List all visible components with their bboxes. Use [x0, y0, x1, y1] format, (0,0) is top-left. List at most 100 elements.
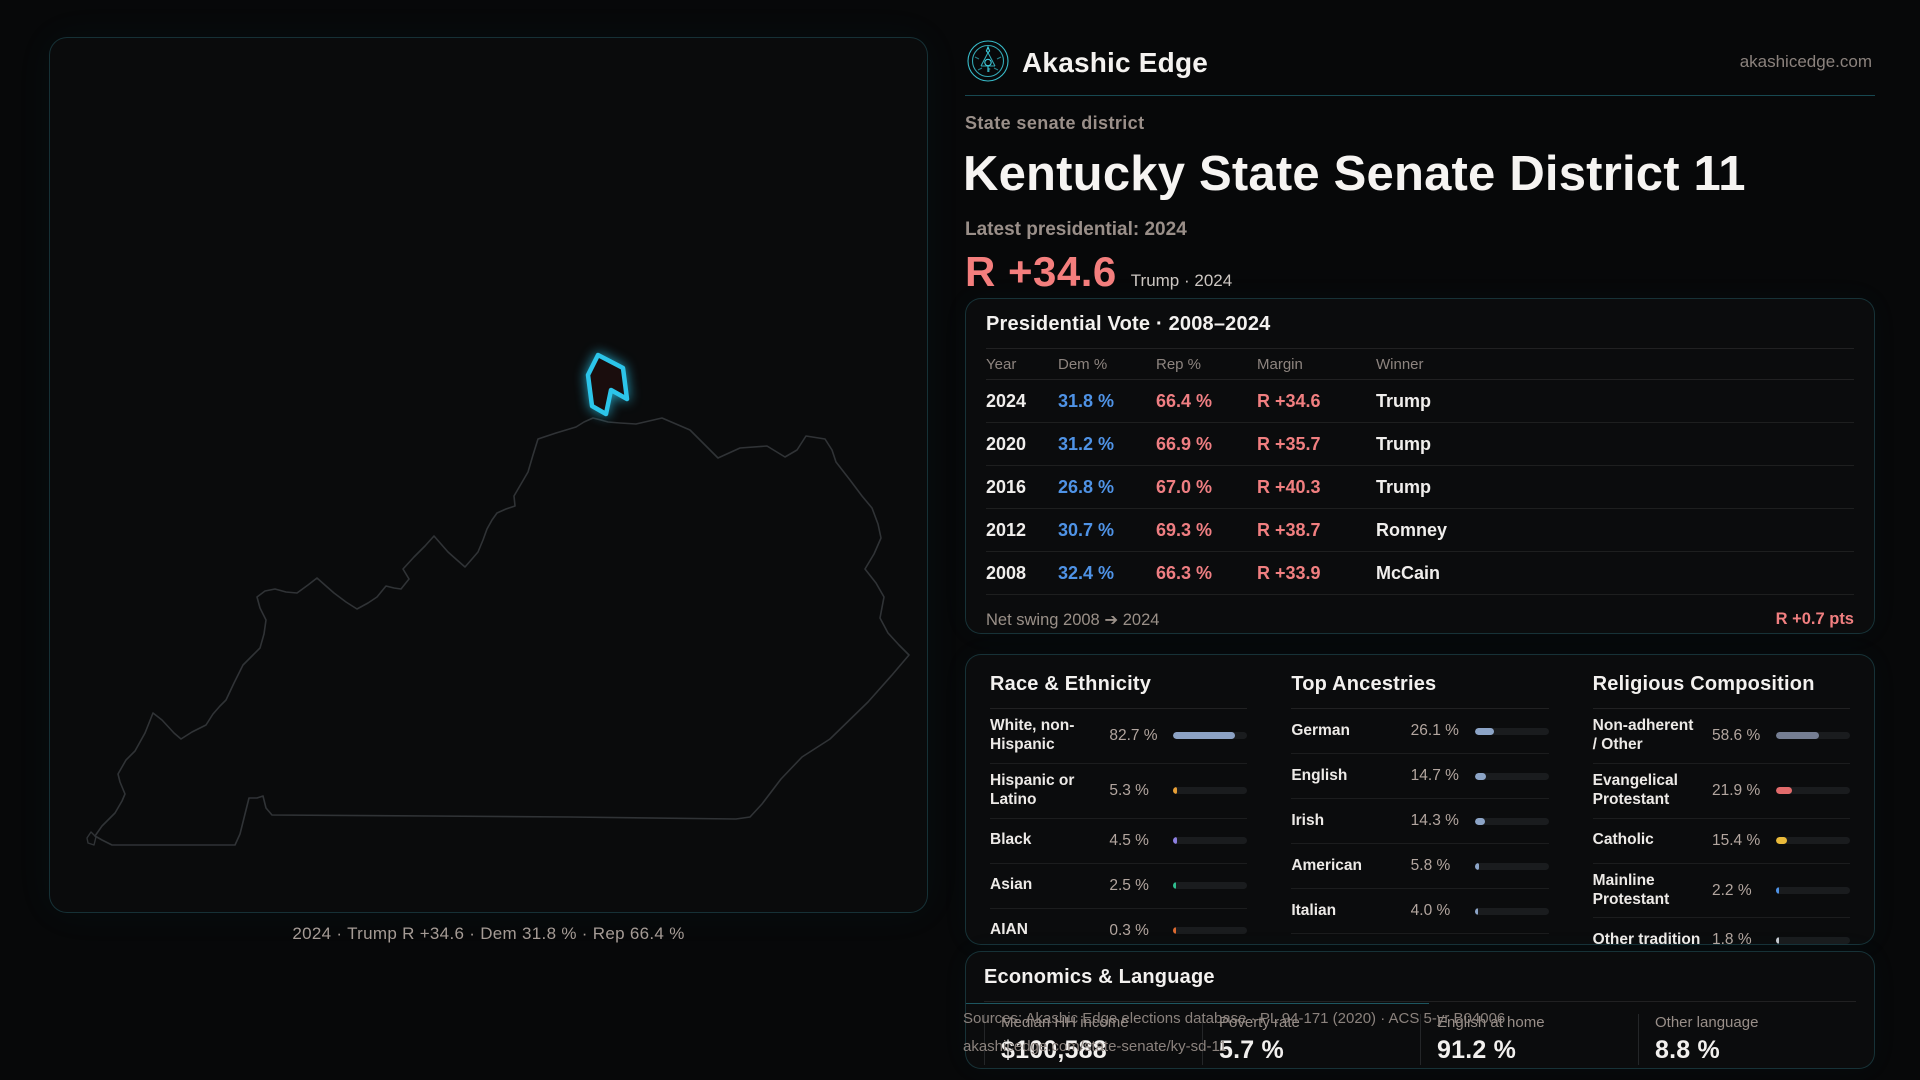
demo-bar-track: [1776, 936, 1850, 944]
pres-dem-cell: 31.2 %: [1058, 433, 1115, 454]
pres-dem-cell: 30.7 %: [1058, 519, 1115, 540]
latest-presidential-label: Latest presidential: 2024: [965, 219, 1187, 240]
econ-accent-line: [966, 1003, 1430, 1004]
state-exclave-outline: [86, 831, 97, 846]
top-ancestries-column: Top Ancestries German 26.1 % English 14.7 %…: [1291, 669, 1549, 963]
demo-row: Other tradition 1.8 %: [1592, 918, 1850, 964]
top-ancestries-rows: German 26.1 % English 14.7 % Irish 14.3 % Amer…: [1291, 709, 1549, 934]
demographics-panel: Race & Ethnicity White, non-Hispanic 82.7…: [965, 654, 1875, 964]
demo-value: 0.3 %: [1109, 921, 1149, 939]
demo-bar-fill: [1173, 837, 1177, 845]
sources-footer: Sources: Akashic Edge elections database…: [963, 1005, 1505, 1061]
state-outline: [94, 417, 910, 846]
pres-year-cell: 2024: [986, 390, 1027, 411]
demo-label: English: [1291, 766, 1348, 784]
econ-stat-value: 5.7 %: [1219, 1036, 1284, 1064]
pres-table-row: 2008 32.4 % 66.3 % R +33.9 McCain: [986, 552, 1854, 595]
presidential-panel-title: Presidential Vote · 2008–2024: [986, 313, 1854, 349]
demo-bar-track: [1474, 772, 1549, 780]
demo-row: Catholic 15.4 %: [1592, 819, 1850, 864]
net-swing-row: Net swing 2008 ➔ 2024 R +0.7 pts: [986, 595, 1854, 644]
demo-row: AIAN 0.3 %: [990, 909, 1248, 954]
pres-margin-cell: R +40.3: [1257, 476, 1321, 497]
pres-dem-cell: 32.4 %: [1058, 562, 1115, 583]
demo-value: 2.5 %: [1109, 876, 1149, 894]
demo-bar-fill: [1776, 936, 1779, 944]
demo-bar-track: [1474, 907, 1549, 915]
demo-label: Mainline Protestant: [1592, 871, 1670, 908]
demo-bar-track: [1474, 817, 1549, 825]
demo-value: 14.3 %: [1410, 812, 1459, 829]
demo-row: Hispanic or Latino 5.3 %: [990, 764, 1248, 819]
pres-table-row: 2016 26.8 % 67.0 % R +40.3 Trump: [986, 466, 1854, 509]
demo-value: 82.7 %: [1109, 726, 1158, 744]
pres-rep-cell: 66.4 %: [1156, 390, 1213, 411]
demo-row: White, non-Hispanic 82.7 %: [990, 709, 1248, 764]
demo-bar-fill: [1474, 727, 1494, 735]
demo-label: Hispanic or Latino: [990, 771, 1075, 808]
sources-url[interactable]: akashicedge.com/state-senate/ky-sd-11: [963, 1038, 1228, 1055]
pres-year-cell: 2020: [986, 433, 1027, 454]
sources-line: Sources: Akashic Edge elections database…: [963, 1010, 1506, 1027]
demo-row: English 14.7 %: [1291, 754, 1549, 799]
demo-row: Non-adherent / Other 58.6 %: [1592, 709, 1850, 764]
pres-winner-cell: Trump: [1376, 476, 1432, 497]
demo-value: 58.6 %: [1712, 726, 1761, 744]
pres-table-row: 2024 31.8 % 66.4 % R +34.6 Trump: [986, 380, 1854, 423]
econ-stat-value: 91.2 %: [1437, 1036, 1517, 1064]
header-divider: [965, 95, 1875, 96]
demo-bar-fill: [1776, 732, 1820, 740]
pres-table-row: 2012 30.7 % 69.3 % R +38.7 Romney: [986, 509, 1854, 552]
pres-margin-cell: R +33.9: [1257, 562, 1321, 583]
demo-bar-track: [1776, 732, 1850, 740]
margin-context: Trump · 2024: [1130, 271, 1233, 290]
econ-stat-label: English at home: [1437, 1014, 1545, 1031]
demo-label: AIAN: [990, 921, 1028, 939]
race-ethnicity-rows: White, non-Hispanic 82.7 % Hispanic or Lat…: [990, 709, 1248, 954]
demo-bar-track: [1776, 837, 1850, 845]
demo-label: Non-adherent / Other: [1592, 717, 1694, 753]
kentucky-map: [86, 352, 910, 846]
pres-winner-cell: Trump: [1376, 433, 1432, 454]
religious-composition-title: Religious Composition: [1592, 669, 1850, 709]
econ-stat-value: 8.8 %: [1655, 1036, 1720, 1064]
pres-dem-cell: 31.8 %: [1058, 390, 1115, 411]
demo-row: Evangelical Protestant 21.9 %: [1592, 764, 1850, 819]
pres-margin-cell: R +34.6: [1257, 390, 1321, 411]
pres-rep-cell: 66.3 %: [1156, 562, 1213, 583]
demo-row: German 26.1 %: [1291, 709, 1549, 754]
site-link[interactable]: akashicedge.com: [1739, 52, 1872, 71]
economics-panel-title: Economics & Language: [984, 966, 1856, 1002]
demo-bar-track: [1173, 787, 1248, 795]
demo-bar-fill: [1173, 787, 1178, 795]
demo-bar-fill: [1776, 787, 1793, 795]
religious-composition-column: Religious Composition Non-adherent / Oth…: [1592, 669, 1850, 964]
demo-value: 26.1 %: [1410, 722, 1459, 739]
econ-stat-label: Median HH income: [1001, 1014, 1129, 1031]
map-caption: 2024 · Trump R +34.6 · Dem 31.8 % · Rep …: [292, 924, 685, 943]
race-ethnicity-column: Race & Ethnicity White, non-Hispanic 82.7…: [990, 669, 1248, 963]
demo-bar-fill: [1474, 862, 1479, 870]
demo-label: Irish: [1291, 811, 1325, 829]
headline-margin: R +34.6 Trump · 2024: [965, 248, 1232, 296]
demo-value: 21.9 %: [1712, 781, 1761, 799]
economics-language-panel: Economics & Language Median HH income $10…: [965, 951, 1875, 1069]
demo-value: 15.4 %: [1712, 831, 1761, 849]
pres-table-row: 2020 31.2 % 66.9 % R +35.7 Trump: [986, 423, 1854, 466]
demo-value: 2.2 %: [1712, 881, 1752, 899]
econ-stat-value: $100,588: [1001, 1036, 1107, 1064]
pres-dem-cell: 26.8 %: [1058, 476, 1115, 497]
pres-col-header: Margin: [1257, 355, 1303, 373]
demo-row: Black 4.5 %: [990, 819, 1248, 864]
demo-row: Mainline Protestant 2.2 %: [1592, 864, 1850, 919]
demo-bar-track: [1173, 732, 1248, 740]
demo-value: 4.0 %: [1410, 902, 1451, 919]
demo-bar-track: [1173, 882, 1248, 890]
pres-rep-cell: 67.0 %: [1156, 476, 1213, 497]
demo-label: German: [1291, 721, 1350, 739]
district-shape[interactable]: [585, 352, 630, 417]
demo-row: Italian 4.0 %: [1291, 889, 1549, 934]
pres-margin-cell: R +35.7: [1257, 433, 1321, 454]
econ-stat: Median HH income $100,588: [984, 1014, 1202, 1065]
